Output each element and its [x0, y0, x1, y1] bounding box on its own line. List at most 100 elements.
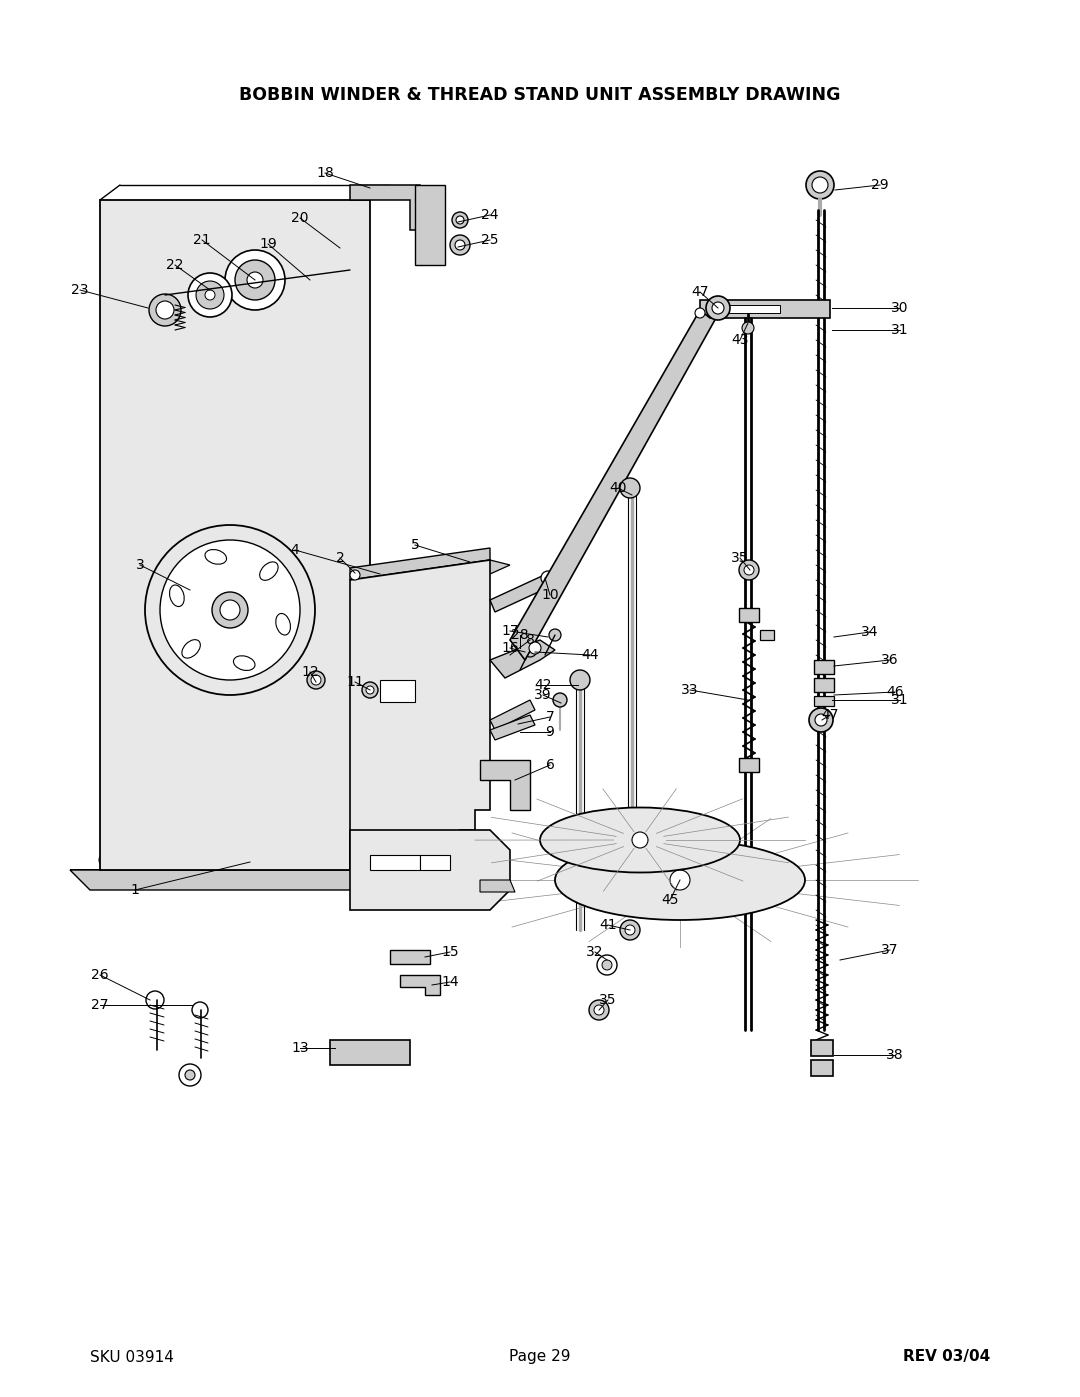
Circle shape [806, 170, 834, 198]
Text: 13: 13 [292, 1041, 309, 1055]
Bar [760, 630, 774, 640]
Text: 25: 25 [482, 233, 499, 247]
Circle shape [185, 1070, 195, 1080]
Circle shape [350, 570, 360, 580]
Circle shape [247, 272, 264, 288]
Polygon shape [70, 870, 450, 890]
Circle shape [742, 321, 754, 334]
Text: 41: 41 [599, 918, 617, 932]
Circle shape [620, 921, 640, 940]
Text: 14: 14 [442, 975, 459, 989]
Text: 43: 43 [731, 332, 748, 346]
Text: 35: 35 [599, 993, 617, 1007]
Circle shape [670, 870, 690, 890]
Text: 5: 5 [410, 538, 419, 552]
Text: 4: 4 [291, 543, 299, 557]
Bar [390, 950, 430, 964]
Circle shape [146, 990, 164, 1009]
Polygon shape [510, 310, 716, 659]
Text: 37: 37 [881, 943, 899, 957]
Circle shape [235, 260, 275, 300]
Text: 2: 2 [336, 550, 345, 564]
Polygon shape [350, 184, 420, 231]
Text: 12: 12 [301, 665, 319, 679]
Bar [330, 1039, 410, 1065]
Text: 34: 34 [861, 624, 879, 638]
Text: 45: 45 [661, 893, 678, 907]
Text: 47: 47 [691, 285, 708, 299]
Circle shape [553, 693, 567, 707]
Bar [380, 680, 415, 703]
Circle shape [160, 541, 300, 680]
Polygon shape [490, 570, 561, 612]
Circle shape [455, 240, 465, 250]
Text: 19: 19 [259, 237, 276, 251]
Text: 17: 17 [501, 624, 518, 638]
Circle shape [570, 671, 590, 690]
Circle shape [541, 571, 555, 585]
Text: 47: 47 [821, 708, 839, 722]
Circle shape [712, 302, 724, 314]
Bar [370, 855, 420, 870]
Text: 3: 3 [136, 557, 145, 571]
Circle shape [453, 212, 468, 228]
Circle shape [179, 1065, 201, 1085]
Ellipse shape [275, 613, 291, 636]
Circle shape [99, 854, 111, 866]
Ellipse shape [181, 640, 200, 658]
Circle shape [192, 1002, 208, 1018]
Text: 16: 16 [501, 641, 518, 655]
Circle shape [149, 293, 181, 326]
Circle shape [212, 592, 248, 629]
Text: 30: 30 [891, 300, 908, 314]
Circle shape [195, 281, 224, 309]
Circle shape [549, 629, 561, 641]
Circle shape [205, 291, 215, 300]
Polygon shape [70, 835, 430, 870]
Circle shape [225, 250, 285, 310]
Circle shape [156, 300, 174, 319]
Text: 28: 28 [511, 629, 529, 643]
Text: 31: 31 [891, 693, 908, 707]
Circle shape [145, 525, 315, 694]
Circle shape [744, 564, 754, 576]
Text: 29: 29 [872, 177, 889, 191]
Circle shape [450, 235, 470, 256]
Polygon shape [100, 200, 370, 870]
Text: 33: 33 [681, 683, 699, 697]
Ellipse shape [233, 655, 255, 671]
Circle shape [523, 643, 537, 657]
Ellipse shape [259, 562, 279, 580]
Bar [739, 759, 759, 773]
Polygon shape [480, 880, 515, 893]
Circle shape [188, 272, 232, 317]
Text: 22: 22 [166, 258, 184, 272]
Bar [811, 1060, 833, 1076]
Bar [814, 696, 834, 705]
Circle shape [307, 671, 325, 689]
Circle shape [602, 960, 612, 970]
Polygon shape [350, 548, 490, 580]
Text: 27: 27 [91, 997, 109, 1011]
Polygon shape [480, 760, 530, 810]
Text: 11: 11 [346, 675, 364, 689]
Text: 21: 21 [193, 233, 211, 247]
Bar [420, 855, 450, 870]
Polygon shape [490, 640, 555, 678]
Circle shape [739, 560, 759, 580]
Text: 18: 18 [316, 166, 334, 180]
Polygon shape [350, 830, 510, 909]
Circle shape [809, 708, 833, 732]
Polygon shape [350, 560, 490, 870]
Circle shape [620, 478, 640, 497]
Polygon shape [700, 300, 831, 319]
Bar [814, 678, 834, 692]
Text: 38: 38 [887, 1048, 904, 1062]
Ellipse shape [205, 549, 227, 564]
Text: 1: 1 [131, 883, 139, 897]
Circle shape [812, 177, 828, 193]
Circle shape [815, 714, 827, 726]
Text: 40: 40 [609, 481, 626, 495]
Text: 20: 20 [292, 211, 309, 225]
Text: 26: 26 [91, 968, 109, 982]
